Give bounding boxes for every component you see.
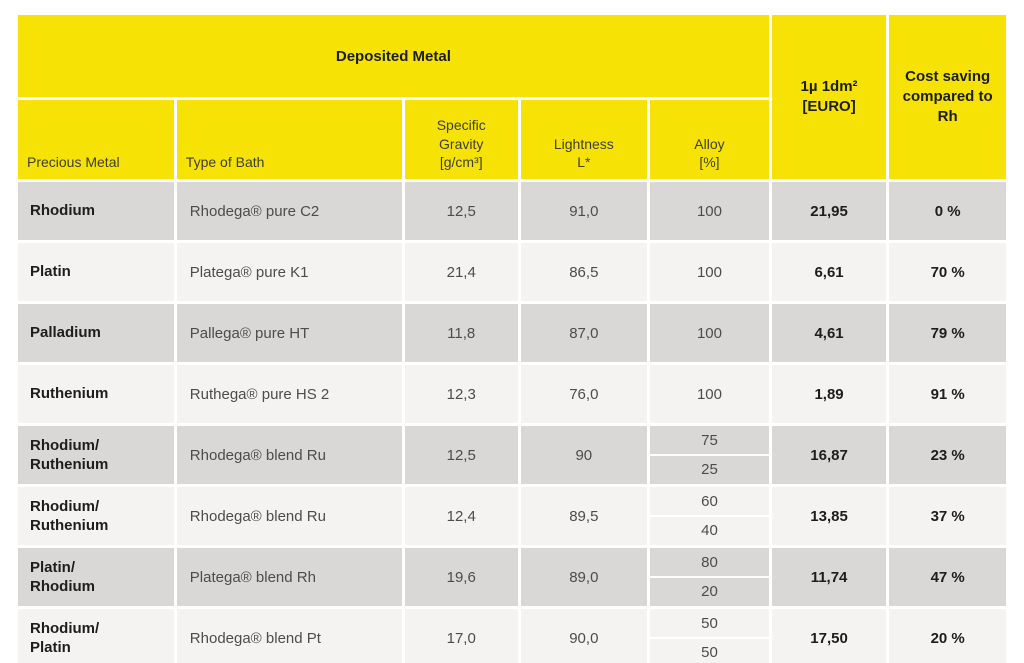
table-row: Platin Platega® pure K1 21,4 86,5 100 6,… <box>18 243 1006 301</box>
cell-lightness: 87,0 <box>520 304 648 362</box>
cell-type-of-bath: Pallega® pure HT <box>176 304 402 362</box>
cell-specific-gravity: 12,5 <box>404 182 518 240</box>
alloy-top-value: 75 <box>701 432 718 449</box>
cell-lightness: 89,0 <box>520 548 648 606</box>
cell-alloy-split: 60 40 <box>650 487 769 545</box>
alloy-bottom-value: 20 <box>650 576 769 605</box>
cell-lightness: 89,5 <box>520 487 648 545</box>
cell-specific-gravity: 21,4 <box>404 243 518 301</box>
cell-precious-metal: Rhodium <box>18 182 174 240</box>
cell-type-of-bath: Rhodega® blend Ru <box>176 487 402 545</box>
cell-price-euro: 1,89 <box>771 365 887 423</box>
cell-specific-gravity: 12,3 <box>404 365 518 423</box>
col-header-lightness: Lightness L* <box>520 100 648 179</box>
cell-cost-saving: 70 % <box>889 243 1006 301</box>
cell-alloy: 100 <box>650 182 769 240</box>
table-row: Platin/ Rhodium Platega® blend Rh 19,6 8… <box>18 548 1006 606</box>
alloy-bottom-value: 40 <box>650 515 769 544</box>
cell-price-euro: 11,74 <box>771 548 887 606</box>
cell-alloy: 100 <box>650 365 769 423</box>
cell-price-euro: 21,95 <box>771 182 887 240</box>
cell-precious-metal: Rhodium/ Platin <box>18 609 174 663</box>
cell-cost-saving: 23 % <box>889 426 1006 484</box>
alloy-top-value: 50 <box>701 615 718 632</box>
cell-type-of-bath: Platega® blend Rh <box>176 548 402 606</box>
cell-alloy-split: 80 20 <box>650 548 769 606</box>
cell-cost-saving: 20 % <box>889 609 1006 663</box>
cell-cost-saving: 47 % <box>889 548 1006 606</box>
cell-type-of-bath: Rhodega® blend Pt <box>176 609 402 663</box>
table-row: Ruthenium Ruthega® pure HS 2 12,3 76,0 1… <box>18 365 1006 423</box>
table-row: Rhodium/ Ruthenium Rhodega® blend Ru 12,… <box>18 487 1006 545</box>
cell-price-euro: 16,87 <box>771 426 887 484</box>
cell-precious-metal: Ruthenium <box>18 365 174 423</box>
header-cost-saving: Cost saving compared to Rh <box>889 15 1006 179</box>
alloy-top-value: 60 <box>701 493 718 510</box>
alloy-bottom-value: 25 <box>650 454 769 483</box>
cell-price-euro: 6,61 <box>771 243 887 301</box>
table-row: Rhodium Rhodega® pure C2 12,5 91,0 100 2… <box>18 182 1006 240</box>
cell-type-of-bath: Ruthega® pure HS 2 <box>176 365 402 423</box>
cell-alloy: 100 <box>650 243 769 301</box>
col-header-precious-metal: Precious Metal <box>18 100 174 179</box>
cell-alloy-split: 50 50 <box>650 609 769 663</box>
alloy-bottom-value: 50 <box>650 637 769 663</box>
cell-lightness: 91,0 <box>520 182 648 240</box>
table-row: Rhodium/ Platin Rhodega® blend Pt 17,0 9… <box>18 609 1006 663</box>
cell-cost-saving: 0 % <box>889 182 1006 240</box>
cell-type-of-bath: Platega® pure K1 <box>176 243 402 301</box>
cell-type-of-bath: Rhodega® blend Ru <box>176 426 402 484</box>
cell-price-euro: 4,61 <box>771 304 887 362</box>
cell-type-of-bath: Rhodega® pure C2 <box>176 182 402 240</box>
cell-price-euro: 17,50 <box>771 609 887 663</box>
table-row: Palladium Pallega® pure HT 11,8 87,0 100… <box>18 304 1006 362</box>
cell-lightness: 76,0 <box>520 365 648 423</box>
cell-lightness: 90 <box>520 426 648 484</box>
cell-price-euro: 13,85 <box>771 487 887 545</box>
cell-alloy-split: 75 25 <box>650 426 769 484</box>
header-deposited-metal: Deposited Metal <box>18 15 769 97</box>
cell-precious-metal: Platin/ Rhodium <box>18 548 174 606</box>
cell-cost-saving: 79 % <box>889 304 1006 362</box>
col-header-alloy: Alloy [%] <box>650 100 769 179</box>
cell-lightness: 90,0 <box>520 609 648 663</box>
cell-lightness: 86,5 <box>520 243 648 301</box>
col-header-specific-gravity: Specific Gravity [g/cm³] <box>404 100 518 179</box>
cell-specific-gravity: 19,6 <box>404 548 518 606</box>
cell-precious-metal: Platin <box>18 243 174 301</box>
cell-specific-gravity: 11,8 <box>404 304 518 362</box>
cell-cost-saving: 91 % <box>889 365 1006 423</box>
header-row-1: Deposited Metal 1µ 1dm² [EURO] Cost savi… <box>18 15 1006 179</box>
cell-precious-metal: Palladium <box>18 304 174 362</box>
cell-cost-saving: 37 % <box>889 487 1006 545</box>
cell-precious-metal: Rhodium/ Ruthenium <box>18 426 174 484</box>
table-row: Rhodium/ Ruthenium Rhodega® blend Ru 12,… <box>18 426 1006 484</box>
cell-specific-gravity: 12,4 <box>404 487 518 545</box>
cell-precious-metal: Rhodium/ Ruthenium <box>18 487 174 545</box>
col-header-type-of-bath: Type of Bath <box>176 100 402 179</box>
metal-bath-cost-table: Deposited Metal 1µ 1dm² [EURO] Cost savi… <box>15 12 1009 663</box>
cell-specific-gravity: 17,0 <box>404 609 518 663</box>
header-row-2: Precious Metal Type of Bath Specific Gra… <box>18 100 1006 179</box>
alloy-top-value: 80 <box>701 554 718 571</box>
cell-alloy: 100 <box>650 304 769 362</box>
header-price-per-micron: 1µ 1dm² [EURO] <box>771 15 887 179</box>
cell-specific-gravity: 12,5 <box>404 426 518 484</box>
